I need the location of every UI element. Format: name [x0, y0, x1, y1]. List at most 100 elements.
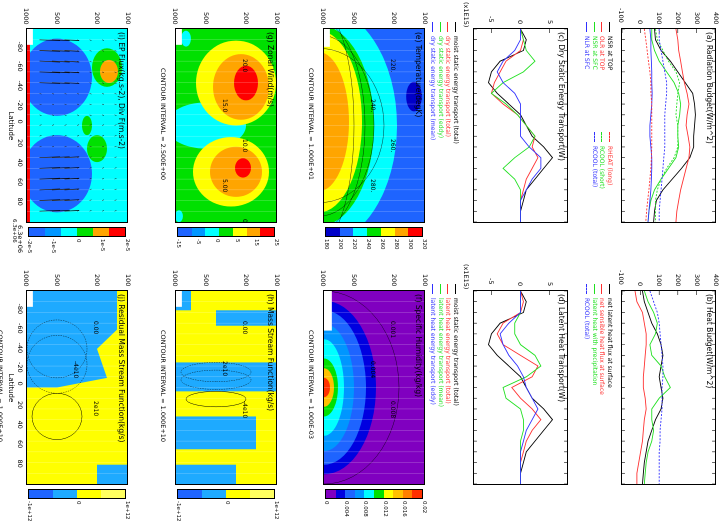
ep-flux-arrow [64, 71, 80, 74]
ep-flux-arrow [101, 199, 105, 201]
colorbar-label: -5 [194, 239, 201, 245]
colorbar-segment [380, 228, 395, 236]
legend-item: latent heat with precipitation [591, 284, 598, 395]
colorbar-label: 280 [393, 239, 399, 250]
contour-interval: CONTOUR INTERVAL = 2.500E+00 [159, 68, 167, 181]
latitude-tick-label: 60 [16, 178, 24, 187]
contour-label: 2e10 [92, 401, 99, 417]
latitude-tick-label: -20 [16, 100, 24, 111]
contour-line [324, 48, 385, 203]
colorbar-label: 0.012 [381, 501, 388, 517]
pressure-tick-label: 200 [242, 274, 251, 287]
ep-flux-arrow [51, 124, 55, 126]
legend-label: latent heat with precipitation [591, 298, 598, 386]
ep-flux-arrow [64, 145, 67, 148]
legend-item: moist static energy transport (total) [452, 22, 459, 144]
colorbar-segment [383, 490, 394, 498]
panel-title: (j) Residual Mass Stream Function(kg/s) [117, 294, 126, 443]
colorbar-label: -2e-5 [26, 239, 32, 254]
legend-col: moist static energy transport (total) dry… [429, 22, 459, 144]
latitude-tick-label: 60 [16, 440, 24, 449]
legend-swatch [454, 284, 456, 294]
ep-flux-arrow [64, 82, 80, 84]
contour-label: 0.008 [389, 401, 396, 419]
pressure-tick-label: 100 [421, 12, 429, 25]
panel-title: (d) Latent Heat Transport(W) [557, 294, 566, 403]
colorbar-label: 1e-5 [99, 239, 106, 252]
contour-label: 0.00 [241, 321, 248, 335]
contour-region [27, 291, 117, 388]
plot-c: (c) Dry Static Energy Transport(W) [473, 28, 568, 223]
latitude-tick-label: -60 [16, 323, 24, 334]
latitude-tick-label: 80 [16, 197, 24, 206]
pressure-tick-label: 1000 [171, 8, 179, 25]
contour-label: 220. [389, 59, 396, 73]
y-tick-label: 400 [712, 274, 720, 287]
arrow-scale-label: 6.3e+06 [16, 225, 24, 254]
contour-region [406, 81, 422, 112]
colorbar [177, 489, 275, 499]
pressure-tick-label: 200 [390, 12, 399, 25]
ep-flux-arrow [64, 135, 67, 137]
legend-label: OLR at TOP [598, 36, 606, 71]
ep-flux-arrow [114, 82, 117, 84]
ep-flux-arrow [51, 210, 70, 212]
plot-j: (j) Residual Mass Stream Function(kg/s) 0… [26, 290, 128, 485]
plot-canvas [622, 29, 715, 222]
legend-col: NSR at TOP OLR at TOP NSR at SFC NLR at SFC [583, 22, 613, 70]
y-tick-label: 200 [674, 274, 682, 287]
ep-flux-arrow [64, 103, 67, 106]
ep-flux-arrow [64, 177, 80, 180]
colorbar-label: 0 [214, 239, 221, 243]
contour-label: 0.00 [241, 219, 248, 223]
series-line-latent-heat-energy-transport-eddy- [499, 291, 539, 484]
legend-label: RCOOL (total) [583, 298, 591, 340]
contour-region [27, 291, 33, 307]
colorbar-segment [101, 490, 125, 498]
plot-canvas [622, 291, 715, 484]
panel-title: (f) Specific Humidity(kg/kg) [414, 294, 423, 398]
ep-flux-arrow [39, 199, 61, 201]
ep-flux-arrow [89, 178, 92, 180]
colorbar-segment [232, 228, 247, 236]
legend-swatch [439, 22, 441, 32]
legend-item: RHEAT (long) [606, 132, 613, 189]
legend-label: dry static energy transport (eddy) [437, 36, 444, 139]
ep-flux-arrow [89, 60, 92, 63]
ep-flux-arrow [64, 167, 80, 169]
ep-flux-arrow [64, 60, 80, 63]
y-tick-label: 0 [516, 20, 525, 25]
legend-col: moist static energy transport (total) lat… [429, 284, 459, 407]
plot-e: (e) Temperature(degK) 220. 240. 260. 280. [323, 28, 425, 223]
legend-swatch [608, 284, 610, 294]
panel-title: (h) Mass Stream Function(kg/s) [266, 294, 275, 412]
contour-label: 260. [389, 139, 396, 153]
contour-region [389, 178, 393, 189]
ep-flux-arrow [101, 145, 105, 148]
colorbar-segment [178, 490, 202, 498]
scale-label: (x1E15) [462, 2, 470, 28]
contour-region [86, 135, 107, 163]
y-tick-label: 0 [636, 282, 644, 287]
legend-label: RHEAT (long) [606, 146, 613, 186]
colorbar-segment [45, 228, 61, 236]
ep-flux-arrow [51, 199, 70, 201]
ep-flux-arrow [39, 188, 61, 191]
contour-line [324, 34, 375, 217]
colorbar-segment [61, 228, 77, 236]
contour-region [324, 368, 334, 407]
legend-swatch [593, 284, 595, 294]
plot-a: (a) Radiation Budget(W/m^2) [621, 28, 716, 223]
colorbar-label: 0 [323, 501, 329, 505]
colorbar-segment [29, 228, 45, 236]
series-line-latent-heat-with-precipitation [643, 291, 671, 484]
ep-flux-arrow [51, 60, 70, 63]
ep-flux-arrow [101, 71, 105, 73]
colorbar-segment [412, 490, 422, 498]
latitude-tick-label: 40 [16, 158, 24, 167]
ep-flux-arrow [39, 210, 61, 212]
colorbar-segment [109, 228, 125, 236]
series-line-dry-static-energy-transport-eddy- [490, 29, 536, 222]
contour-region [176, 464, 237, 484]
colorbar-segment [373, 490, 384, 498]
